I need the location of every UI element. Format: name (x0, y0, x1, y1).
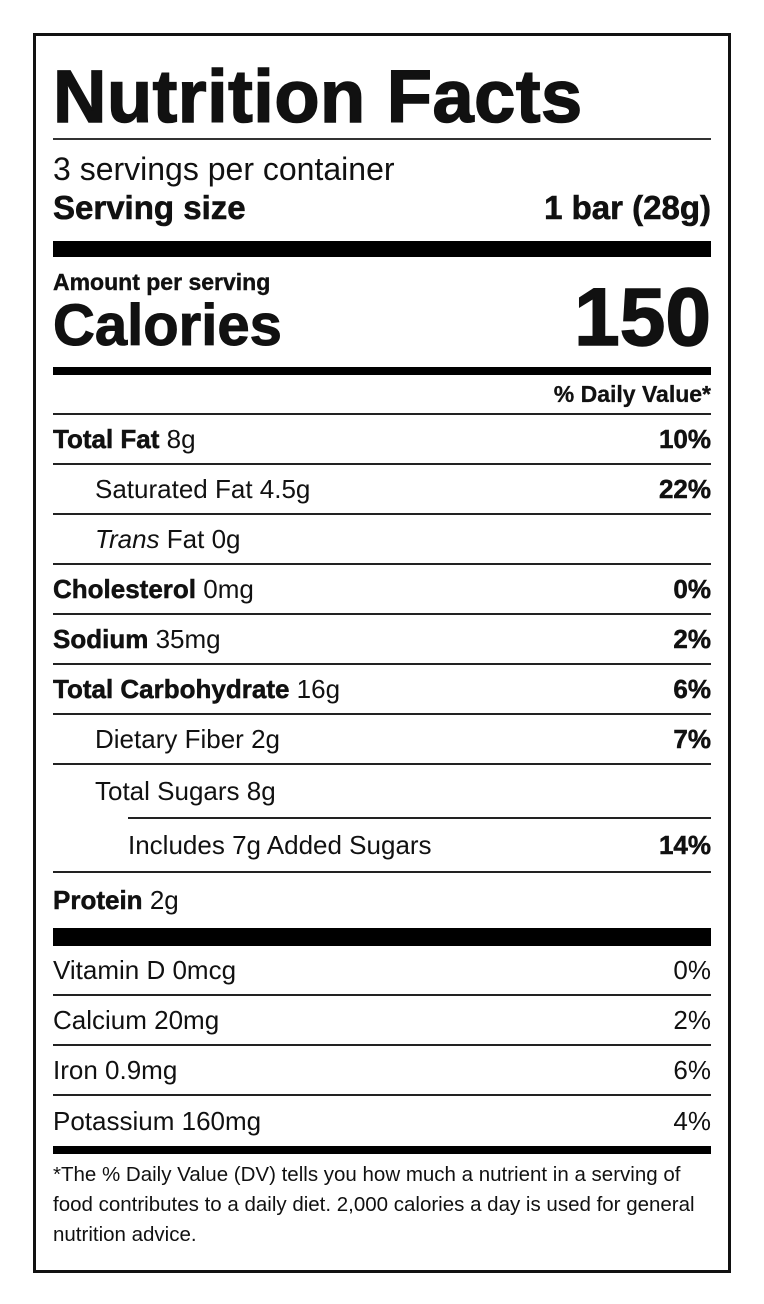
label-title: Nutrition Facts (52, 55, 583, 138)
serving-size-row: Serving size 1 bar (28g) (53, 188, 712, 228)
nutrient-row-dietary-fiber: Dietary Fiber 2g 7% (53, 715, 711, 765)
medium-divider (53, 367, 711, 375)
vitamin-row-potassium: Potassium 160mg 4% (53, 1105, 711, 1136)
added-sugars-wrap: Includes 7g Added Sugars 14% (128, 817, 711, 871)
nutrient-row-saturated-fat: Saturated Fat 4.5g 22% (53, 465, 711, 515)
servings-per-container: 3 servings per container (53, 151, 395, 187)
calories-row: Calories 150 (53, 276, 712, 360)
divider (53, 138, 711, 140)
serving-size-label: Serving size (53, 189, 246, 227)
vitamin-row-iron: Iron 0.9mg 6% (53, 1046, 711, 1096)
nutrient-row-total-carbohydrate: Total Carbohydrate 16g 6% (53, 665, 711, 715)
nutrition-facts-label: Nutrition Facts 3 servings per container… (33, 33, 731, 1273)
medium-divider (53, 1146, 711, 1154)
thick-divider (53, 928, 711, 946)
nutrient-row-total-sugars: Total Sugars 8g (95, 775, 276, 806)
serving-size-value: 1 bar (28g) (544, 189, 711, 227)
calories-value: 150 (573, 272, 711, 363)
nutrient-row-protein: Protein 2g (53, 871, 711, 928)
vitamin-row-calcium: Calcium 20mg 2% (53, 996, 711, 1046)
amount-per-serving: Amount per serving (53, 269, 271, 295)
vitamin-row-vitamin-d: Vitamin D 0mcg 0% (53, 946, 711, 996)
nutrient-row-trans-fat: Trans Fat 0g (53, 515, 711, 565)
calories-label: Calories (53, 293, 283, 358)
nutrient-row-cholesterol: Cholesterol 0mg 0% (53, 565, 711, 615)
footnote: *The % Daily Value (DV) tells you how mu… (53, 1163, 695, 1246)
daily-value-header: % Daily Value* (53, 375, 711, 415)
nutrient-row-added-sugars: Includes 7g Added Sugars 14% (128, 829, 711, 860)
nutrient-row-total-fat: Total Fat 8g 10% (53, 415, 711, 465)
nutrient-row-sodium: Sodium 35mg 2% (53, 615, 711, 665)
thick-divider (53, 241, 711, 257)
